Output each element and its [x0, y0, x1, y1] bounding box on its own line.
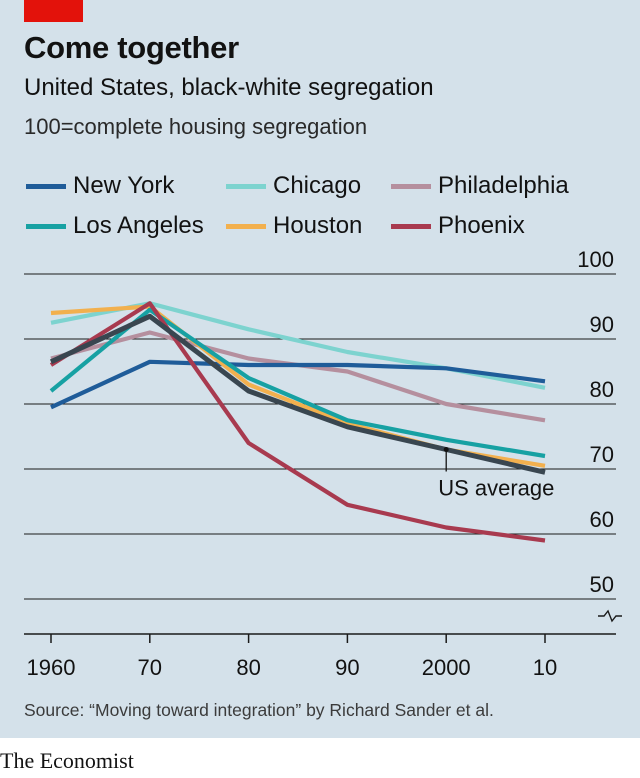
y-tick-label: 70 — [590, 442, 614, 467]
legend-label: Los Angeles — [73, 212, 204, 239]
chart-note: 100=complete housing segregation — [24, 114, 368, 139]
x-tick-label: 70 — [138, 655, 162, 680]
line-chart: 50 60 70 80 90 100 1960 70 80 90 2000 10 US average — [24, 247, 622, 680]
brand-red-tag — [24, 0, 83, 22]
legend-item-phoenix: Phoenix — [391, 212, 525, 240]
x-tick-label: 1960 — [27, 655, 76, 680]
legend-item-new-york: New York — [26, 172, 174, 200]
series-line-us-average — [49, 313, 546, 475]
y-tick-label: 60 — [590, 507, 614, 532]
x-tick-label: 80 — [236, 655, 260, 680]
annotation-us-average: US average — [438, 476, 554, 501]
legend-swatch — [391, 183, 431, 189]
x-tick-label: 10 — [533, 655, 557, 680]
y-tick-label: 90 — [590, 312, 614, 337]
series-line-phoenix — [49, 301, 546, 543]
legend-label: Houston — [273, 212, 363, 239]
x-tick-label: 90 — [335, 655, 359, 680]
legend-label: New York — [73, 172, 175, 199]
legend-item-chicago: Chicago — [226, 172, 361, 200]
legend-item-houston: Houston — [226, 212, 362, 240]
x-tick-label: 2000 — [422, 655, 471, 680]
legend-label: Chicago — [273, 172, 362, 199]
legend-swatch — [26, 183, 66, 189]
legend-swatch — [26, 223, 66, 229]
y-tick-label: 100 — [577, 247, 614, 272]
legend-swatch — [226, 183, 266, 189]
series-line-new-york — [50, 359, 546, 410]
legend-swatch — [226, 223, 266, 229]
series-line-los-angeles — [49, 307, 546, 459]
legend-item-philadelphia: Philadelphia — [391, 172, 569, 200]
source-note: Source: “Moving toward integration” by R… — [24, 700, 494, 720]
legend-item-los-angeles: Los Angeles — [26, 212, 204, 240]
axis-break-mark — [598, 609, 622, 623]
publisher-brand: The Economist — [0, 748, 134, 773]
chart-subtitle: United States, black-white segregation — [24, 74, 434, 101]
y-tick-label: 50 — [590, 572, 614, 597]
legend-label: Philadelphia — [438, 172, 569, 199]
chart-title: Come together — [24, 30, 239, 65]
y-tick-label: 80 — [590, 377, 614, 402]
legend-label: Phoenix — [438, 212, 525, 239]
legend-swatch — [391, 223, 431, 229]
